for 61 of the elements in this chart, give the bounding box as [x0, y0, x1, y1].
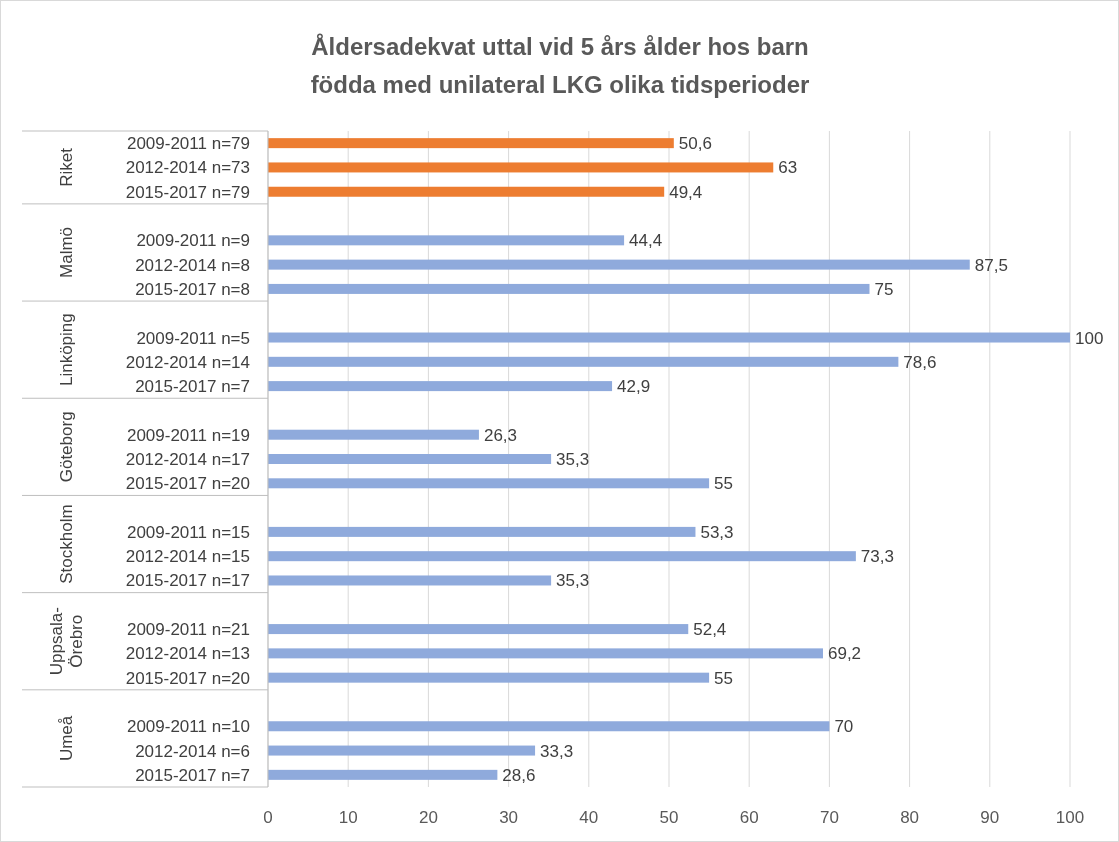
- x-tick-label: 70: [819, 808, 839, 827]
- y-tick-label: 2009-2011 n=79: [126, 134, 250, 154]
- data-label: 28,6: [502, 765, 536, 785]
- y-tick-label: 2015-2017 n=79: [125, 182, 250, 202]
- x-tick-label: 90: [980, 808, 1000, 827]
- data-label: 69,2: [827, 644, 862, 664]
- data-label: 49,4: [669, 182, 703, 202]
- data-label: 55: [714, 668, 734, 688]
- data-label: 50,6: [678, 134, 712, 154]
- y-tick-label: 2015-2017 n=7: [135, 765, 250, 785]
- data-label: 100: [1075, 328, 1104, 348]
- x-tick-label: 100: [1055, 808, 1085, 827]
- y-tick-label: 2012-2014 n=73: [125, 158, 250, 178]
- data-label: 75: [874, 279, 894, 299]
- chart-title: Åldersadekvat uttal vid 5 års ålder hos barn födda med unilateral LKG olika tidsperioder: [310, 33, 810, 98]
- data-label: 35,3: [556, 450, 590, 469]
- x-tick-label: 40: [579, 808, 599, 827]
- x-tick-label: 20: [418, 808, 438, 827]
- text: Riket: [57, 147, 76, 187]
- y-tick-label: 2009-2011 n=9: [136, 231, 250, 251]
- data-label: 42,9: [617, 377, 651, 397]
- text: Göteborg: [57, 411, 76, 483]
- y-tick-label: 2009-2011 n=19: [126, 425, 250, 445]
- text: Malmö: [57, 226, 76, 278]
- y-tick-label: 2012-2014 n=13: [125, 644, 250, 664]
- y-tick-label: 2015-2017 n=20: [125, 474, 250, 494]
- x-tick-label: 50: [659, 808, 679, 827]
- data-label: 55: [714, 474, 734, 494]
- y-tick-label: 2012-2014 n=8: [135, 255, 250, 275]
- data-label: 70: [834, 717, 854, 737]
- data-label: 52,4: [693, 620, 727, 640]
- data-label: 73,3: [860, 547, 894, 567]
- data-label: 44,4: [629, 231, 663, 251]
- data-label: 35,3: [556, 571, 590, 591]
- data-label: 87,5: [974, 255, 1008, 275]
- text: Umeå: [57, 715, 76, 762]
- y-tick-label: 2012-2014 n=14: [125, 352, 250, 372]
- x-tick-label: 80: [900, 808, 920, 827]
- data-label: 63: [778, 158, 798, 178]
- y-tick-label: 2009-2011 n=5: [136, 328, 250, 348]
- x-tick-label: 10: [338, 808, 358, 827]
- text: Uppsala- Örebro: [47, 607, 86, 676]
- text: Linköping: [57, 313, 76, 387]
- data-label: 53,3: [700, 522, 734, 542]
- y-tick-label: 2009-2011 n=10: [126, 717, 250, 737]
- y-tick-label: 2012-2014 n=15: [125, 547, 250, 567]
- y-tick-label: 2015-2017 n=7: [135, 377, 250, 397]
- data-label: 26,3: [483, 425, 518, 445]
- x-tick-label: 0: [263, 808, 273, 827]
- x-tick-label: 60: [739, 808, 759, 827]
- y-tick-label: 2012-2014 n=6: [135, 741, 250, 761]
- y-tick-label: 2015-2017 n=8: [135, 279, 250, 299]
- y-tick-label: 2012-2014 n=17: [125, 450, 250, 469]
- y-tick-label: 2015-2017 n=20: [125, 668, 250, 688]
- y-tick-label: 2009-2011 n=21: [126, 620, 250, 640]
- data-label: 33,3: [540, 741, 574, 761]
- y-tick-label: 2015-2017 n=17: [125, 571, 250, 591]
- x-tick-label: 30: [499, 808, 519, 827]
- text: Stockholm: [57, 504, 76, 584]
- y-tick-label: 2009-2011 n=15: [126, 522, 250, 542]
- data-label: 78,6: [903, 352, 937, 372]
